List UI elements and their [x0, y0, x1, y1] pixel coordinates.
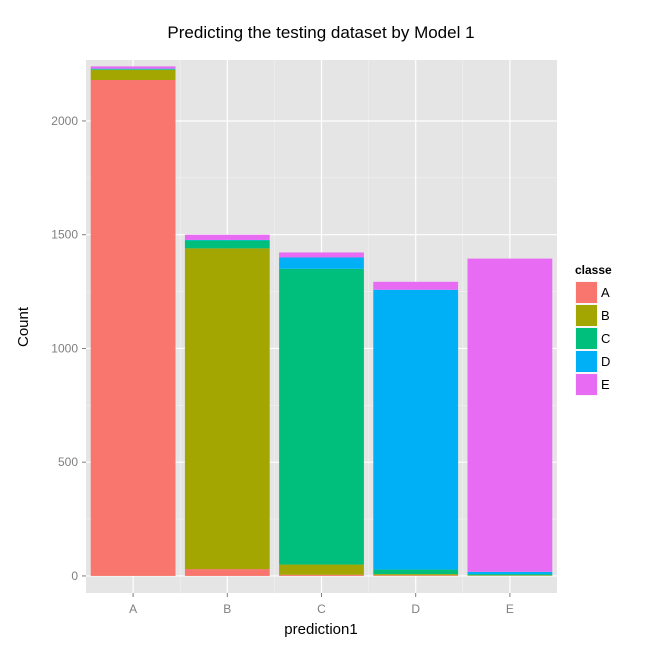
legend-label-c: C: [601, 331, 610, 346]
x-tick-label: A: [129, 602, 137, 616]
legend-label-d: D: [601, 354, 610, 369]
bar-b-e: [184, 234, 270, 240]
bar-c-a: [279, 574, 364, 576]
bar-a-a: [90, 80, 176, 576]
bar-d-e: [373, 281, 459, 290]
x-tick-label: D: [411, 602, 420, 616]
legend-label-e: E: [601, 377, 610, 392]
legend-swatch-c: [576, 328, 597, 349]
legend-label-a: A: [601, 285, 610, 300]
x-axis-title: prediction1: [284, 621, 357, 638]
legend-swatch-a: [576, 282, 597, 303]
y-axis-title: Count: [15, 306, 32, 347]
bar-e-d: [467, 571, 553, 575]
bar-d-d: [373, 289, 459, 570]
bar-b-b: [184, 248, 270, 570]
bar-c-c: [279, 268, 364, 565]
bar-e-c: [467, 574, 553, 576]
bar-d-c: [373, 569, 459, 575]
legend-swatch-d: [576, 351, 597, 372]
bar-b-c: [184, 240, 270, 249]
bar-c-b: [279, 564, 364, 575]
bar-a-c: [90, 69, 176, 70]
bar-a-b: [90, 69, 176, 81]
bar-b-a: [184, 569, 270, 576]
x-axis-ticks: A B C D E: [129, 593, 514, 616]
legend-swatch-b: [576, 305, 597, 326]
bars: [90, 66, 553, 576]
legend-swatch-e: [576, 374, 597, 395]
y-axis-ticks: 0 500 1000 1500 2000: [51, 114, 86, 583]
x-tick-label: C: [317, 602, 326, 616]
bar-d-a: [373, 575, 459, 576]
y-tick-label: 2000: [51, 114, 78, 128]
y-tick-label: 1000: [51, 341, 78, 355]
bar-c-e: [279, 252, 364, 258]
y-tick-label: 1500: [51, 228, 78, 242]
bar-e-e: [467, 258, 553, 572]
y-tick-label: 0: [71, 569, 78, 583]
chart-title: Predicting the testing dataset by Model …: [167, 23, 474, 42]
bar-c-d: [279, 257, 364, 269]
bar-a-e: [90, 66, 176, 69]
legend-title: classe: [575, 263, 612, 277]
y-tick-label: 500: [58, 455, 78, 469]
legend-label-b: B: [601, 308, 610, 323]
bar-d-b: [373, 574, 459, 576]
x-tick-label: E: [506, 602, 514, 616]
x-tick-label: B: [223, 602, 231, 616]
